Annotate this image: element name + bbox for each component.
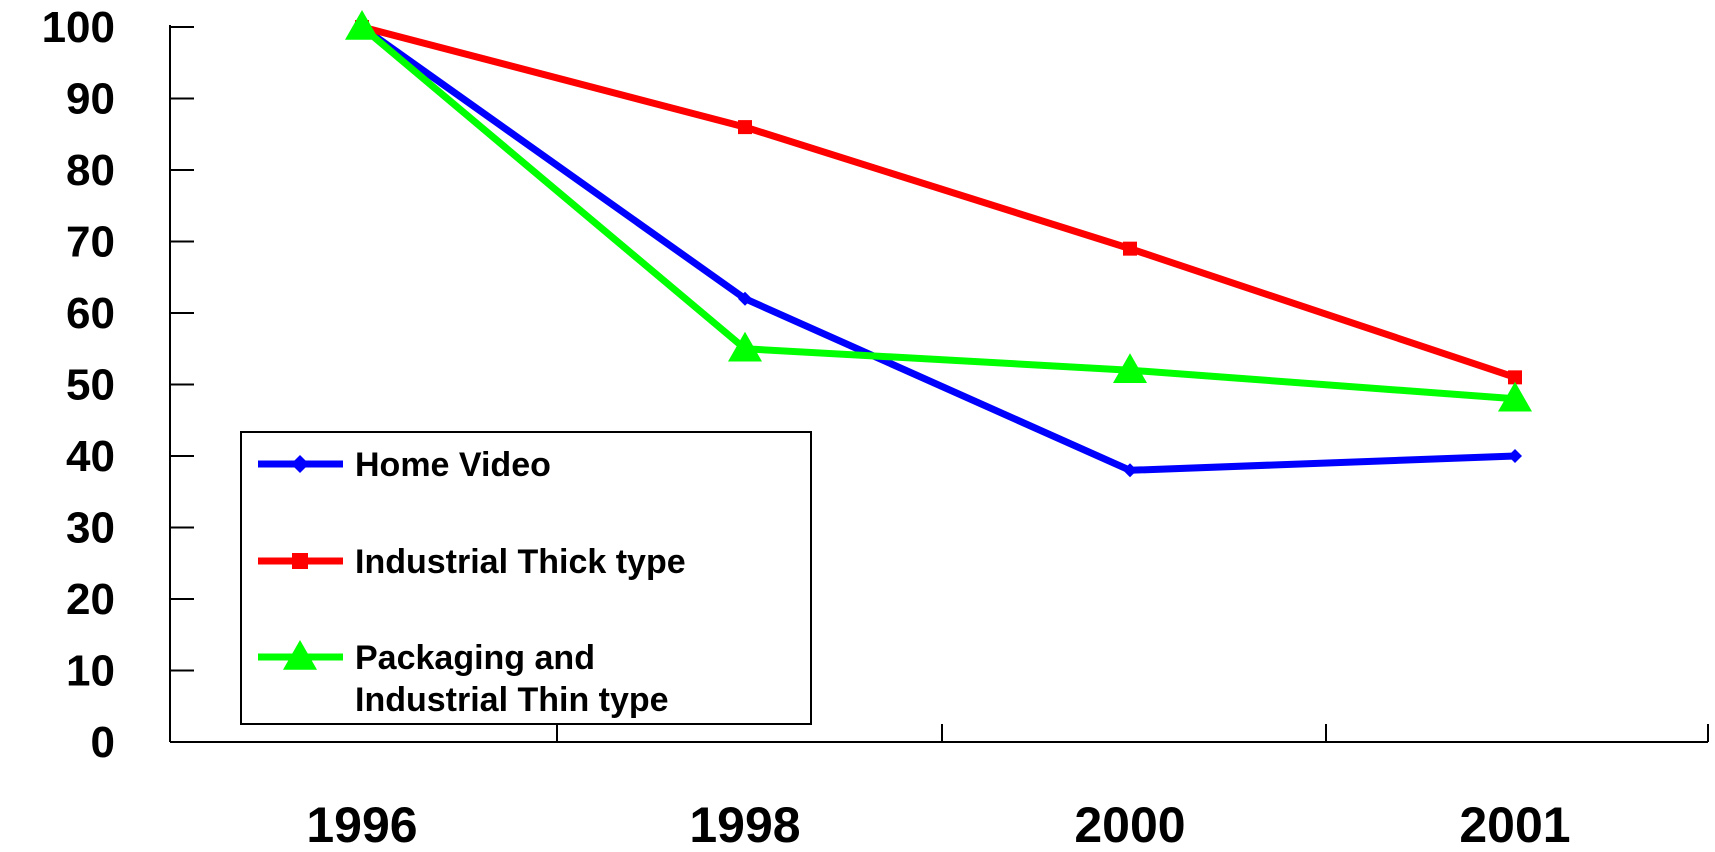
- legend-label: Packaging and: [355, 639, 595, 677]
- legend-label: Home Video: [355, 446, 551, 484]
- y-axis-ticks: 0 10 20 30 40 50 60 70 80 90 100: [42, 3, 194, 767]
- triangle-marker: [728, 331, 762, 362]
- x-tick-label: 1998: [689, 797, 800, 852]
- series-triangle: [345, 10, 1532, 412]
- series-square: [355, 20, 1522, 385]
- y-tick-label: 40: [66, 432, 115, 481]
- y-tick-label: 100: [42, 3, 115, 52]
- y-tick-label: 30: [66, 504, 115, 553]
- diamond-marker: [1508, 449, 1522, 463]
- series-line: [359, 24, 1516, 403]
- series-diamond: [355, 20, 1522, 478]
- triangle-marker: [283, 640, 317, 670]
- x-tick-label: 2000: [1074, 797, 1185, 852]
- y-tick-label: 90: [66, 75, 115, 124]
- diamond-marker: [1123, 463, 1137, 478]
- legend-label: Industrial Thick type: [355, 543, 686, 581]
- square-marker: [1508, 370, 1522, 385]
- square-marker: [1123, 241, 1137, 256]
- y-tick-label: 20: [66, 575, 115, 624]
- legend-label: Industrial Thin type: [355, 681, 669, 719]
- diamond-marker: [291, 455, 309, 473]
- diamond-marker: [738, 291, 752, 306]
- x-axis-ticks: 1996 1998 2000 2001: [306, 724, 1709, 852]
- series-line: [361, 23, 1517, 381]
- x-tick-label: 2001: [1459, 797, 1570, 852]
- triangle-marker: [345, 10, 379, 40]
- series-line: [359, 24, 1516, 474]
- y-tick-label: 80: [66, 146, 115, 195]
- legend-box: [240, 431, 812, 725]
- series-layer: [345, 10, 1532, 478]
- y-tick-label: 10: [66, 647, 115, 696]
- y-tick-label: 50: [66, 361, 115, 410]
- x-tick-label: 1996: [306, 797, 417, 852]
- legend: Home Video Industrial Thick type Packaging…: [240, 431, 812, 725]
- square-marker: [738, 120, 752, 135]
- triangle-marker: [1113, 353, 1147, 383]
- triangle-marker: [1498, 381, 1532, 412]
- y-tick-label: 60: [66, 289, 115, 338]
- y-tick-label: 0: [91, 718, 115, 767]
- square-marker: [292, 553, 308, 569]
- y-tick-label: 70: [66, 218, 115, 267]
